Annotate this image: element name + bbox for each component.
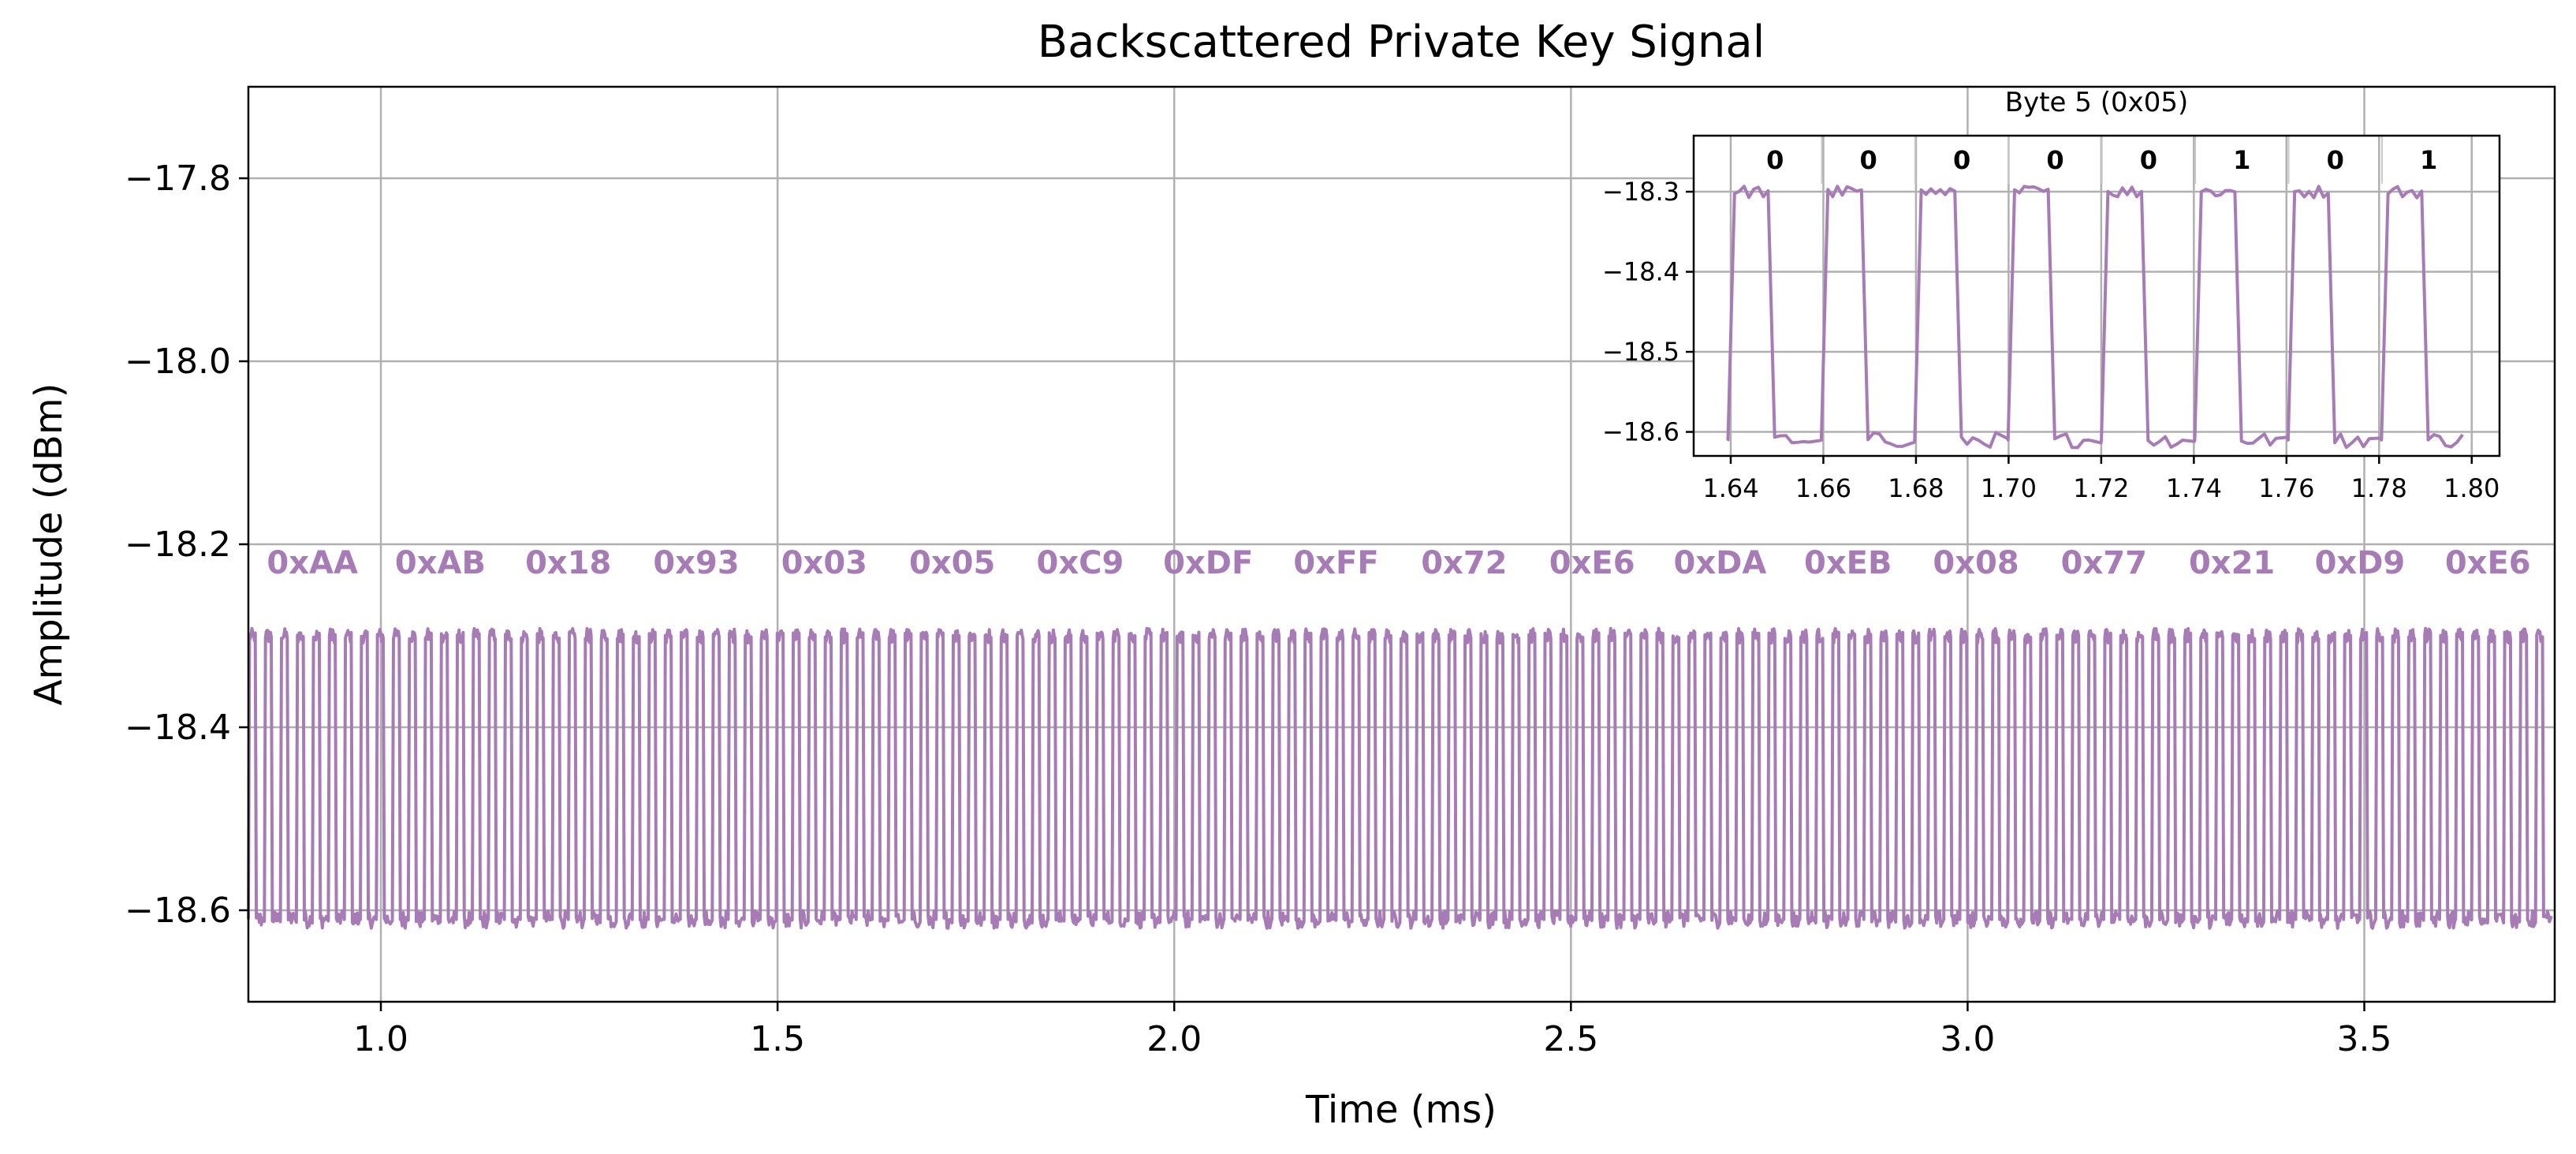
inset-bit-label: 0	[1766, 145, 1784, 175]
byte-label: 0xE6	[1549, 545, 1635, 581]
byte-label: 0x05	[909, 545, 995, 581]
inset-x-tick-label: 1.80	[2444, 473, 2500, 503]
inset-bit-label: 0	[1953, 145, 1970, 175]
byte-label: 0x18	[525, 545, 611, 581]
x-axis-ticks: 1.0 1.5 2.0 2.5 3.0 3.5	[353, 1002, 2392, 1059]
chart-title: Backscattered Private Key Signal	[1038, 17, 1765, 68]
inset-x-tick-label: 1.70	[1981, 473, 2037, 503]
byte-label: 0xEB	[1804, 545, 1892, 581]
y-tick-label: −18.2	[125, 525, 231, 565]
byte-label: 0xD9	[2315, 545, 2406, 581]
x-tick-label: 3.5	[2337, 1019, 2392, 1059]
byte-label: 0x03	[781, 545, 867, 581]
inset-title: Byte 5 (0x05)	[2005, 87, 2189, 118]
inset-signal-line	[1726, 185, 2464, 450]
inset-x-tick-label: 1.76	[2258, 473, 2314, 503]
inset-x-ticks: 1.64 1.66 1.68 1.70 1.72 1.74 1.76 1.78 1.80	[1702, 456, 2500, 503]
inset-x-tick-label: 1.78	[2351, 473, 2407, 503]
y-tick-label: −17.8	[125, 159, 231, 199]
inset-y-tick-label: −18.5	[1602, 337, 1679, 367]
inset-y-tick-label: −18.3	[1602, 177, 1679, 207]
x-axis-label: Time (ms)	[1305, 1088, 1497, 1132]
x-tick-label: 1.5	[750, 1019, 805, 1059]
inset-x-tick-label: 1.68	[1888, 473, 1944, 503]
byte-label: 0x93	[653, 545, 739, 581]
byte-label: 0xDA	[1674, 545, 1767, 581]
byte-label: 0x77	[2061, 545, 2147, 581]
y-tick-label: −18.0	[125, 342, 231, 382]
inset-bit-label: 0	[2327, 145, 2344, 175]
byte-label: 0x72	[1421, 545, 1507, 581]
inset-bit-label: 1	[2420, 145, 2437, 175]
inset-x-tick-label: 1.64	[1702, 473, 1758, 503]
y-axis-label: Amplitude (dBm)	[27, 383, 71, 706]
inset-bit-label: 0	[2046, 145, 2063, 175]
inset-x-tick-label: 1.74	[2166, 473, 2222, 503]
byte-label: 0xAA	[267, 545, 358, 581]
inset-x-tick-label: 1.72	[2073, 473, 2129, 503]
byte-label: 0x08	[1933, 545, 2019, 581]
inset-chart: 0 0 0 0 0 1 0 1 1.64 1.66 1.68 1.70 1.72 1.74 1.76 1.7…	[1602, 87, 2501, 503]
byte-label: 0xFF	[1293, 545, 1378, 581]
byte-label: 0xC9	[1037, 545, 1124, 581]
x-tick-label: 1.0	[353, 1019, 408, 1059]
x-tick-label: 2.5	[1543, 1019, 1598, 1059]
x-tick-label: 2.0	[1146, 1019, 1202, 1059]
y-tick-label: −18.6	[125, 891, 231, 931]
y-tick-label: −18.4	[125, 708, 231, 748]
inset-bit-label: 0	[2140, 145, 2157, 175]
inset-plot-frame	[1692, 134, 2501, 457]
inset-bit-label: 1	[2233, 145, 2250, 175]
inset-y-tick-label: −18.4	[1602, 257, 1679, 287]
x-tick-label: 3.0	[1940, 1019, 1995, 1059]
inset-y-tick-label: −18.6	[1602, 417, 1679, 447]
byte-label: 0xE6	[2445, 545, 2531, 581]
byte-label: 0x21	[2189, 545, 2275, 581]
byte-labels: 0xAA 0xAB 0x18 0x93 0x03 0x05 0xC9 0xDF 0xFF 0x72…	[267, 545, 2530, 581]
inset-y-ticks: −18.3 −18.4 −18.5 −18.6	[1602, 177, 1694, 447]
byte-label: 0xAB	[395, 545, 486, 581]
inset-bit-labels: 0 0 0 0 0 1 0 1	[1766, 136, 2437, 184]
inset-bit-label: 0	[1860, 145, 1877, 175]
signal-line	[247, 626, 2553, 930]
byte-label: 0xDF	[1163, 545, 1253, 581]
y-axis-ticks: −17.8 −18.0 −18.2 −18.4 −18.6	[125, 159, 248, 931]
inset-x-tick-label: 1.66	[1795, 473, 1851, 503]
